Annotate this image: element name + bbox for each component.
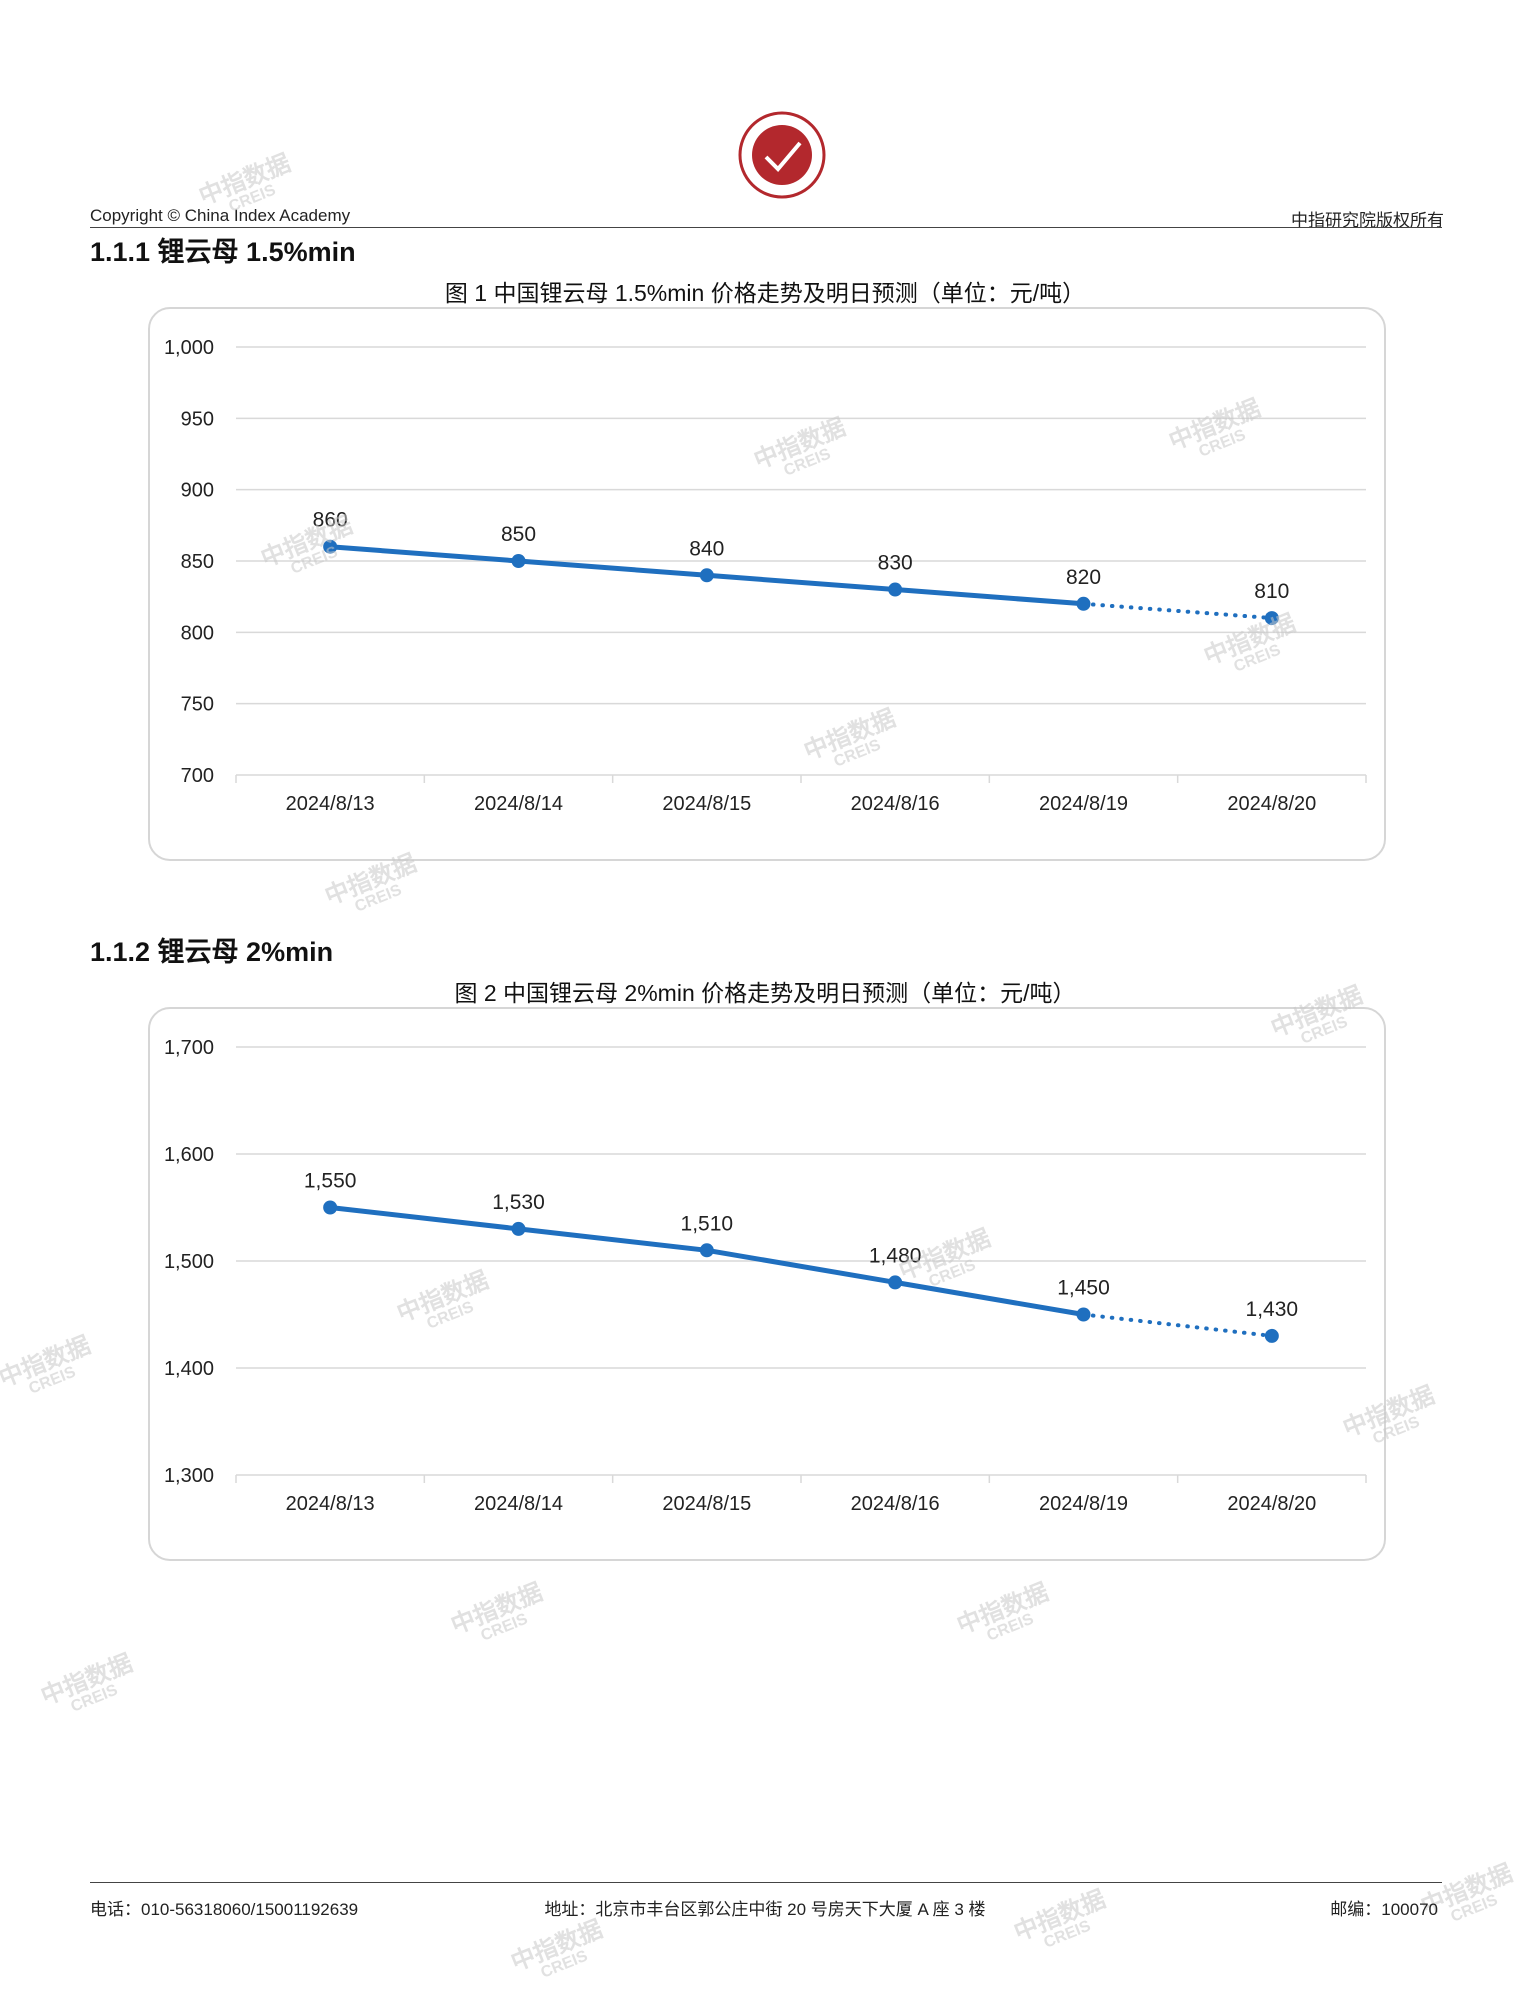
footer-address: 地址：北京市丰台区郭公庄中街 20 号房天下大厦 A 座 3 楼 (544, 1900, 986, 1919)
chart-1-plot: 700 750 800 850 900 950 1,000 2024/8/13 2024/8/1… (164, 337, 1367, 815)
rights-text: 中指研究院版权所有 (1291, 211, 1444, 231)
data-point (1076, 1307, 1091, 1322)
chart-1-container: 700 750 800 850 900 950 1,000 2024/8/13 2024/8/1… (148, 307, 1386, 861)
data-point (1076, 596, 1091, 611)
series-line-segment (516, 1226, 710, 1253)
footer-phone: 电话：010-56318060/15001192639 (90, 1900, 359, 1919)
header-divider (90, 227, 1442, 228)
data-point (323, 539, 338, 554)
y-tick-label: 1,600 (164, 1144, 214, 1166)
x-tick-label: 2024/8/14 (474, 793, 563, 815)
data-point (1264, 611, 1279, 626)
y-tick-label: 900 (181, 480, 214, 502)
data-label: 820 (1066, 566, 1101, 589)
series-line-segment (704, 1247, 898, 1285)
series-line-segment (516, 558, 710, 578)
watermark: 中指数据 CREIS (0, 1331, 95, 1398)
data-label: 1,510 (681, 1212, 734, 1235)
x-tick-label: 2024/8/19 (1039, 793, 1128, 815)
data-point (699, 1243, 714, 1258)
data-point (511, 554, 526, 568)
y-tick-label: 800 (181, 622, 214, 644)
data-label: 1,430 (1246, 1298, 1299, 1321)
y-tick-label: 950 (181, 408, 214, 430)
data-label: 840 (689, 537, 724, 560)
section-heading-1: 1.1.1 锂云母 1.5%min (90, 237, 356, 267)
data-point (888, 582, 903, 597)
x-tick-label: 2024/8/13 (286, 793, 375, 815)
x-tick-label: 2024/8/20 (1227, 793, 1316, 815)
x-tick-label: 2024/8/16 (851, 1493, 940, 1515)
series-line-segment (892, 587, 1086, 607)
forecast-line-segment (1081, 1312, 1274, 1338)
chart-2-container: 1,300 1,400 1,500 1,600 1,700 2024/8/13 2024/8… (148, 1007, 1386, 1561)
series-line-segment (327, 1205, 521, 1232)
data-label: 830 (878, 552, 913, 575)
data-label: 860 (313, 509, 348, 532)
watermark: 中指数据 CREIS (953, 1578, 1053, 1645)
data-label: 1,450 (1057, 1277, 1110, 1300)
watermark: 中指数据 CREIS (37, 1649, 137, 1716)
footer-postcode: 邮编：100070 (1330, 1900, 1438, 1919)
chart-2-plot: 1,300 1,400 1,500 1,600 1,700 2024/8/13 2024/8… (164, 1037, 1367, 1515)
x-tick-label: 2024/8/20 (1227, 1493, 1316, 1515)
data-label: 810 (1254, 580, 1289, 603)
data-point (323, 1200, 338, 1215)
data-label: 1,530 (492, 1191, 545, 1214)
x-tick-label: 2024/8/15 (662, 1493, 751, 1515)
y-tick-label: 1,500 (164, 1251, 214, 1273)
series-line-segment (704, 572, 898, 593)
x-tick-label: 2024/8/15 (662, 793, 751, 815)
data-point (699, 568, 714, 583)
y-tick-label: 750 (181, 694, 214, 716)
chart-title-1: 图 1 中国锂云母 1.5%min 价格走势及明日预测（单位：元/吨） (444, 280, 1086, 306)
y-tick-label: 700 (181, 765, 214, 787)
y-tick-label: 850 (181, 551, 214, 573)
series-line-segment (892, 1279, 1086, 1317)
watermark: 中指数据 CREIS (447, 1578, 547, 1645)
y-tick-label: 1,300 (164, 1465, 214, 1487)
series-line-segment (327, 544, 521, 564)
section-heading-2: 1.1.2 锂云母 2%min (90, 937, 334, 967)
watermark: 中指数据 CREIS (321, 849, 421, 916)
y-tick-label: 1,000 (164, 337, 214, 359)
y-tick-label: 1,400 (164, 1358, 214, 1380)
data-point (1264, 1328, 1279, 1343)
chart-title-2: 图 2 中国锂云母 2%min 价格走势及明日预测（单位：元/吨） (454, 980, 1076, 1006)
data-point (888, 1275, 903, 1290)
data-label: 1,480 (869, 1244, 922, 1267)
x-tick-label: 2024/8/16 (851, 793, 940, 815)
x-tick-label: 2024/8/19 (1039, 1493, 1128, 1515)
x-tick-label: 2024/8/14 (474, 1493, 563, 1515)
forecast-line-segment (1081, 601, 1274, 621)
copyright-text: Copyright © China Index Academy (90, 206, 351, 225)
data-label: 850 (501, 523, 536, 546)
y-tick-label: 1,700 (164, 1037, 214, 1059)
data-label: 1,550 (304, 1170, 357, 1193)
x-tick-label: 2024/8/13 (286, 1493, 375, 1515)
data-point (511, 1221, 526, 1236)
footer-divider (90, 1882, 1442, 1883)
china-index-academy-logo (738, 111, 826, 199)
